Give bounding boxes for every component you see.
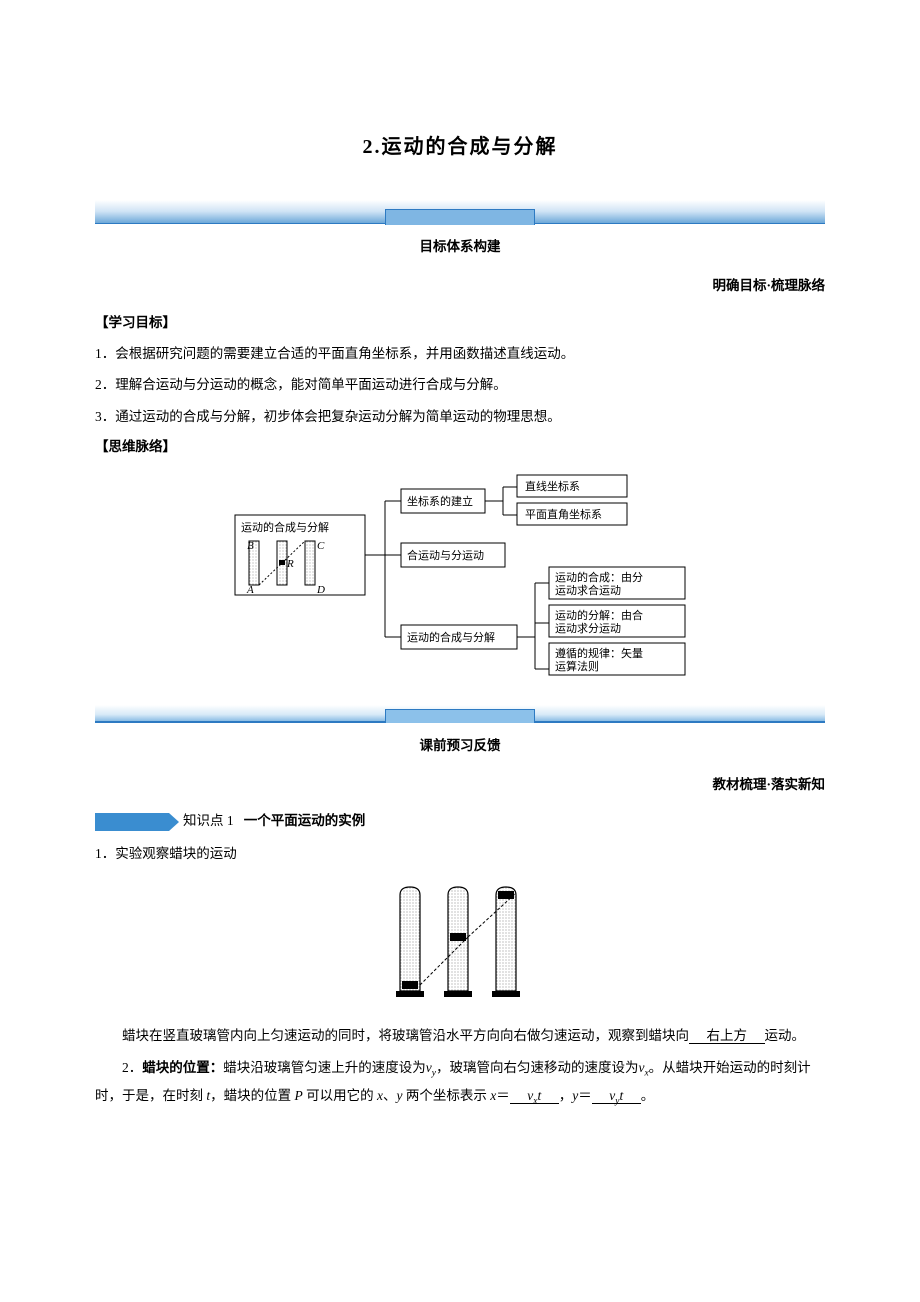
p-observe: 蜡块在竖直玻璃管内向上匀速运动的同时，将玻璃管沿水平方向向右做匀速运动，观察到蜡…: [95, 1023, 825, 1049]
section1-sub: 明确目标·梳理脉络: [95, 275, 825, 298]
tubes-figure: [95, 881, 825, 1009]
svg-text:运算法则: 运算法则: [555, 659, 599, 673]
kp-arrow-icon: [169, 813, 179, 831]
blank-y: vyt: [592, 1088, 641, 1104]
page-title: 2.运动的合成与分解: [95, 130, 825, 164]
goal-3: 3．通过运动的合成与分解，初步体会把复杂运动分解为简单运动的物理思想。: [95, 404, 825, 430]
concept-map: 运动的合成与分解 A B C D R 坐标系的建立 直线坐标系: [95, 473, 825, 691]
goals-label: 【学习目标】: [95, 312, 825, 335]
svg-text:运动的合成：由分: 运动的合成：由分: [555, 570, 643, 584]
svg-text:D: D: [316, 584, 325, 596]
p2b: 运动。: [765, 1028, 806, 1043]
svg-text:坐标系的建立: 坐标系的建立: [407, 494, 473, 508]
svg-text:直线坐标系: 直线坐标系: [525, 479, 580, 493]
svg-text:B: B: [247, 540, 254, 552]
knowledge-point-header: 知识点 1 一个平面运动的实例: [95, 810, 825, 833]
kp-title: 一个平面运动的实例: [244, 813, 366, 828]
svg-text:运动的分解：由合: 运动的分解：由合: [555, 608, 643, 622]
section2-heading: 课前预习反馈: [95, 735, 825, 758]
p-experiment: 1．实验观察蜡块的运动: [95, 841, 825, 867]
section-banner-2: [95, 705, 825, 723]
svg-text:遵循的规律：矢量: 遵循的规律：矢量: [555, 646, 643, 660]
svg-text:运动求分运动: 运动求分运动: [555, 622, 621, 635]
p2a: 蜡块在竖直玻璃管内向上匀速运动的同时，将玻璃管沿水平方向向右做匀速运动，观察到蜡…: [122, 1028, 689, 1043]
blank-direction: 右上方: [689, 1028, 765, 1044]
svg-text:运动的合成与分解: 运动的合成与分解: [407, 630, 495, 644]
goal-2: 2．理解合运动与分运动的概念，能对简单平面运动进行合成与分解。: [95, 372, 825, 398]
svg-text:C: C: [317, 540, 325, 552]
svg-text:运动的合成与分解: 运动的合成与分解: [241, 520, 329, 534]
section2-sub: 教材梳理·落实新知: [95, 774, 825, 797]
kp-bar: [95, 813, 169, 831]
svg-text:运动求合运动: 运动求合运动: [555, 583, 621, 597]
p-position: 2．蜡块的位置：蜡块沿玻璃管匀速上升的速度设为vy，玻璃管向右匀速移动的速度设为…: [95, 1055, 825, 1112]
svg-text:R: R: [286, 558, 294, 570]
svg-text:A: A: [246, 584, 254, 596]
goal-1: 1．会根据研究问题的需要建立合适的平面直角坐标系，并用函数描述直线运动。: [95, 341, 825, 367]
svg-text:平面直角坐标系: 平面直角坐标系: [525, 507, 602, 521]
section-banner-1: [95, 200, 825, 224]
kp-label: 知识点 1: [183, 813, 234, 828]
mind-label: 【思维脉络】: [95, 436, 825, 459]
section1-heading: 目标体系构建: [95, 236, 825, 259]
svg-text:合运动与分运动: 合运动与分运动: [407, 548, 484, 562]
blank-x: vxt: [510, 1088, 559, 1104]
